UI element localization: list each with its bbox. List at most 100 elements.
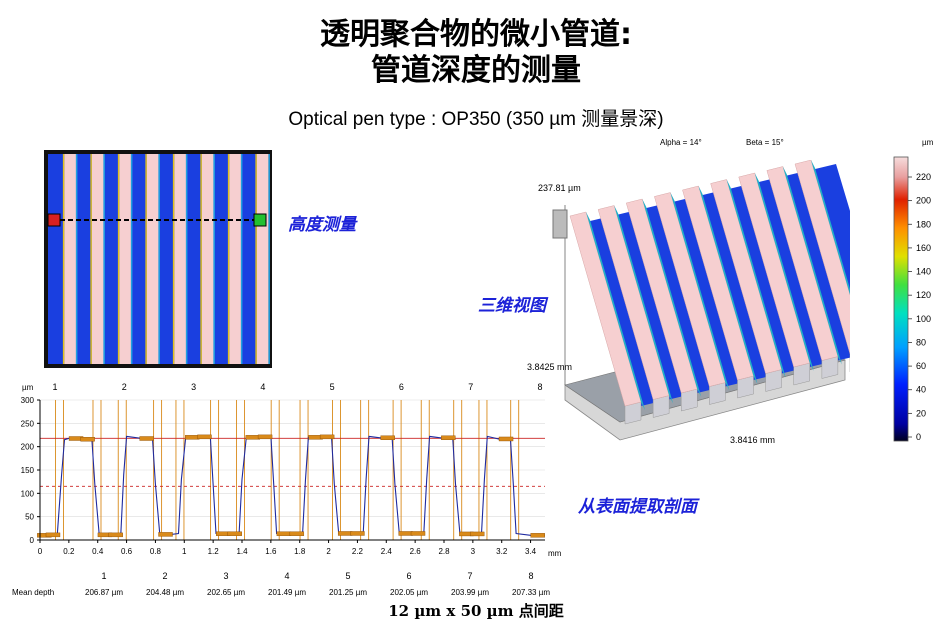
profile-y-unit: µm <box>22 383 34 392</box>
height-map-ridge <box>229 154 241 364</box>
colorbar-unit: µm <box>922 138 934 147</box>
mean-depth-index: 6 <box>406 571 411 581</box>
page-title-line-1: 透明聚合物的微小管道: <box>320 17 632 52</box>
extract-profile-label: 从表面提取剖面 <box>578 497 697 517</box>
profile-top-label: 2 <box>122 382 127 392</box>
mean-depth-value: 202.65 µm <box>207 588 245 597</box>
surface-ridge-wall <box>642 199 702 397</box>
y-tick-label: 0 <box>30 536 35 545</box>
mean-depth-value: 202.05 µm <box>390 588 428 597</box>
x-size-label: 3.8416 mm <box>730 435 776 445</box>
profile-segment-markers <box>55 400 520 540</box>
colorbar-tick-label: 200 <box>916 196 931 206</box>
colorbar-tick-label: 80 <box>916 337 926 347</box>
profile-top-label: 8 <box>537 382 542 392</box>
surface-ridge-wall <box>614 205 674 404</box>
x-tick-label: 2.2 <box>352 547 364 556</box>
profile-top-label: 3 <box>191 382 196 392</box>
height-measure-label: 高度测量 <box>288 215 356 235</box>
x-tick-label: 1 <box>182 547 187 556</box>
x-tick-label: 3.2 <box>496 547 508 556</box>
level-mark <box>227 531 242 536</box>
x-tick-label: 0.2 <box>63 547 75 556</box>
height-map-ridge-edge <box>200 154 202 364</box>
x-tick-label: 3 <box>471 547 476 556</box>
mean-depth-value: 201.25 µm <box>329 588 367 597</box>
surface-ridge-wall <box>782 166 842 365</box>
level-mark <box>158 532 173 537</box>
surface-ridge-wall <box>811 160 850 295</box>
height-map-ridge <box>64 154 76 364</box>
mean-depth-index: 5 <box>345 571 350 581</box>
y-tick-label: 100 <box>21 489 35 498</box>
height-map-ridge-edge <box>145 154 147 364</box>
measure-start-marker[interactable] <box>47 213 61 227</box>
mean-depth-value: 203.99 µm <box>451 588 489 597</box>
colorbar-tick-label: 140 <box>916 267 931 277</box>
level-mark <box>530 533 545 538</box>
beta-label: Beta = 15° <box>746 138 784 147</box>
x-tick-label: 3.4 <box>525 547 537 556</box>
colorbar-tick-label: 160 <box>916 243 931 253</box>
x-tick-label: 1.4 <box>236 547 248 556</box>
level-mark <box>108 532 123 538</box>
mean-depth-value: 207.33 µm <box>512 588 550 597</box>
height-map-ridge-edge <box>227 154 230 364</box>
height-map-ridge-edge <box>90 154 92 364</box>
height-map-ridge-edge <box>268 154 270 364</box>
height-map-stripes <box>48 154 270 364</box>
x-tick-label: 0.8 <box>150 547 162 556</box>
level-mark <box>410 531 426 536</box>
profile-line <box>40 435 545 536</box>
mean-depth-index: 4 <box>284 571 289 581</box>
height-map-ridge <box>91 154 104 364</box>
level-mark <box>398 531 413 536</box>
measure-end-marker[interactable] <box>253 213 267 227</box>
x-tick-label: 1.2 <box>208 547 220 556</box>
profile-top-label: 7 <box>468 382 473 392</box>
height-map-ridge-edge <box>213 154 215 364</box>
mean-depth-value: 206.87 µm <box>85 588 123 597</box>
height-map-ridge-edge <box>117 154 120 364</box>
point-spacing-label: 12 µm x 50 µm 点间距 <box>388 602 564 620</box>
profile-reference-lines <box>40 437 545 487</box>
level-mark <box>289 531 305 536</box>
colorbar-gradient <box>893 156 909 442</box>
colorbar-tick-label: 60 <box>916 361 926 371</box>
mean-depth-index: 2 <box>162 571 167 581</box>
surface-ridge-wall <box>670 192 730 391</box>
surface-ridge-wall <box>754 173 814 371</box>
mean-depth-label: Mean depth <box>12 588 54 597</box>
height-map-image <box>44 150 272 368</box>
height-map-ridge <box>174 154 186 364</box>
colorbar-tick-label: 100 <box>916 314 931 324</box>
y-tick-label: 300 <box>21 396 35 405</box>
page-title-line-2: 管道深度的测量 <box>371 53 581 88</box>
height-map-ridge-edge <box>130 154 133 364</box>
colorbar-tick-label: 120 <box>916 290 931 300</box>
x-tick-label: 2.4 <box>381 547 393 556</box>
page-subtitle: Optical pen type : OP350 (350 µm 测量景深) <box>288 109 664 130</box>
profile-chart: 0 50 100 150 200 250 300 0 0.2 0.4 0.6 0.8 1 1.2 1.4 1.… <box>12 382 562 597</box>
level-mark <box>498 436 514 442</box>
level-mark <box>80 437 95 442</box>
height-map-ridge <box>256 154 269 364</box>
profile-tick-labels: 0 50 100 150 200 250 300 0 0.2 0.4 0.6 0.8 1 1.2 1.4 1.… <box>21 396 537 556</box>
surface-ridge-top <box>794 160 850 355</box>
height-map-ridge-edge <box>158 154 160 364</box>
y-tick-label: 150 <box>21 466 35 475</box>
height-map-ridge <box>119 154 131 364</box>
level-mark <box>380 435 395 440</box>
z-top-label: 237.81 µm <box>538 183 581 193</box>
profile-level-marks <box>37 434 545 538</box>
y-tick-label: 200 <box>21 443 35 452</box>
mean-depth-index: 1 <box>101 571 106 581</box>
x-tick-label: 0.6 <box>121 547 133 556</box>
height-map-ridge-edge <box>103 154 105 364</box>
view-3d-label: 三维视图 <box>478 296 546 316</box>
profile-top-label: 6 <box>399 382 404 392</box>
mean-depth-value: 201.49 µm <box>268 588 306 597</box>
y-tick-label: 50 <box>25 513 34 522</box>
z-axis-ruler <box>552 209 568 239</box>
